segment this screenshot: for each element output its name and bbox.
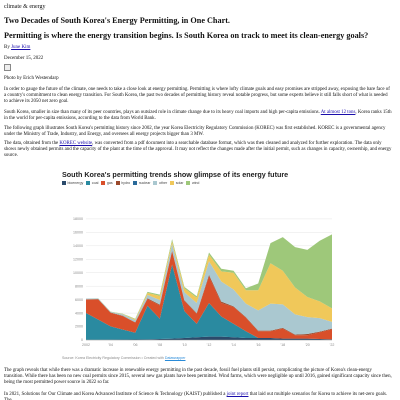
x-tick-label: '12 [207, 343, 212, 347]
paragraph-korec: The following graph illustrates South Ko… [4, 126, 386, 137]
legend-label: bioenergy [67, 181, 84, 185]
legend-item-hydro: hydro [115, 181, 131, 185]
permitting-chart: South Korea's permitting trends show gli… [60, 170, 340, 362]
x-tick-label: '08 [157, 343, 162, 347]
y-tick-label: 0 [81, 338, 83, 342]
paragraph-analysis: The graph reveals that while there was a… [4, 368, 392, 385]
y-tick-label: 8000 [75, 284, 83, 288]
broken-image-icon [4, 64, 11, 71]
emissions-link[interactable]: At almost 12 tons [320, 110, 356, 115]
korec-website-link[interactable]: KOREC website [59, 141, 93, 146]
legend-label: coal [91, 181, 99, 185]
legend-swatch [153, 181, 158, 185]
x-tick-label: '06 [133, 343, 138, 347]
x-tick-label: '16 [256, 343, 261, 347]
legend-label: other [158, 181, 168, 185]
paragraph-report: In 2021, Solutions for Our Climate and K… [4, 392, 392, 400]
legend-swatch [133, 181, 138, 185]
x-tick-label: '14 [231, 343, 236, 347]
legend-label: hydro [121, 181, 131, 185]
p6-text-after: that laid out multiple scenarios for Kor… [4, 392, 388, 400]
y-tick-label: 14000 [73, 244, 83, 248]
paragraph-intro: In order to gauge the future of the clim… [4, 87, 390, 104]
stacked-area-plot: 0 2000 4000 6000 8000 10000 12000 14000 16000 180… [73, 217, 335, 347]
p2-text-before: South Korea, smaller in size than many o… [4, 110, 321, 115]
y-tick-label: 12000 [73, 257, 83, 261]
legend-item-bioenergy: bioenergy [62, 181, 83, 185]
x-tick-label: '18 [280, 343, 285, 347]
y-tick-label: 4000 [75, 311, 83, 315]
p6-text-before: In 2021, Solutions for Our Climate and K… [4, 392, 227, 397]
y-tick-label: 18000 [73, 217, 83, 221]
byline-prefix: By [4, 45, 12, 50]
p4-text-before: The data, obtained from the [4, 141, 60, 146]
chart-title: South Korea's permitting trends show gli… [62, 170, 289, 179]
series-area-wind [86, 234, 332, 320]
chart-source: Source: Korea Electricity Regulatory Com… [62, 356, 186, 360]
legend-swatch [62, 181, 66, 185]
legend-swatch [186, 181, 191, 185]
paragraph-data-source: The data, obtained from the KOREC websit… [4, 141, 392, 158]
legend-label: wind [191, 181, 200, 185]
series-area-bioenergy [86, 336, 332, 340]
datawrapper-link[interactable]: Datawrapper [164, 356, 186, 360]
article-headline: Two Decades of South Korea's Energy Perm… [4, 16, 230, 25]
y-tick-label: 10000 [73, 271, 83, 275]
x-tick-label: '04 [108, 343, 113, 347]
legend-swatch [86, 181, 91, 185]
chart-source-text: Source: Korea Electricity Regulatory Com… [62, 356, 165, 360]
x-tick-label: 2002 [82, 343, 90, 347]
legend-swatch [115, 181, 120, 185]
legend-label: nuclear [138, 181, 151, 185]
author-link[interactable]: June Kim [11, 45, 31, 50]
legend-swatch [170, 181, 175, 185]
series-area-gas [86, 251, 332, 340]
legend-label: gas [106, 181, 113, 185]
series-area-coal [86, 264, 332, 340]
y-tick-label: 16000 [73, 231, 83, 235]
byline: By June Kim [4, 45, 30, 50]
joint-report-link[interactable]: joint report [226, 392, 249, 397]
series-area-solar [86, 241, 332, 322]
section-kicker: climate & energy [4, 4, 46, 10]
photo-credit: Photo by Erich Westendarp [4, 76, 59, 81]
legend-item-gas: gas [101, 181, 113, 185]
x-tick-label: '22 [330, 343, 335, 347]
legend-item-wind: wind [186, 181, 199, 185]
article-subhead: Permitting is where the energy transitio… [4, 31, 369, 40]
y-tick-label: 6000 [75, 298, 83, 302]
legend-item-nuclear: nuclear [133, 181, 150, 185]
legend-swatch [101, 181, 106, 185]
paragraph-emissions: South Korea, smaller in size than many o… [4, 110, 392, 122]
x-tick-label: '20 [305, 343, 310, 347]
publish-date: December 15, 2022 [4, 56, 44, 61]
series-area-other [86, 243, 332, 335]
chart-legend: bioenergy coal gas hydro nuclear other solar wi… [62, 181, 199, 185]
x-tick-label: '10 [182, 343, 187, 347]
legend-item-other: other [153, 181, 167, 185]
legend-item-solar: solar [170, 181, 183, 185]
legend-label: solar [175, 181, 184, 185]
y-tick-label: 2000 [75, 325, 83, 329]
legend-item-coal: coal [86, 181, 98, 185]
p2-text-after: , Korea ranks 15th in the world for per-… [4, 110, 392, 121]
p4-text-after: , was converted from a pdf document into… [4, 141, 392, 158]
